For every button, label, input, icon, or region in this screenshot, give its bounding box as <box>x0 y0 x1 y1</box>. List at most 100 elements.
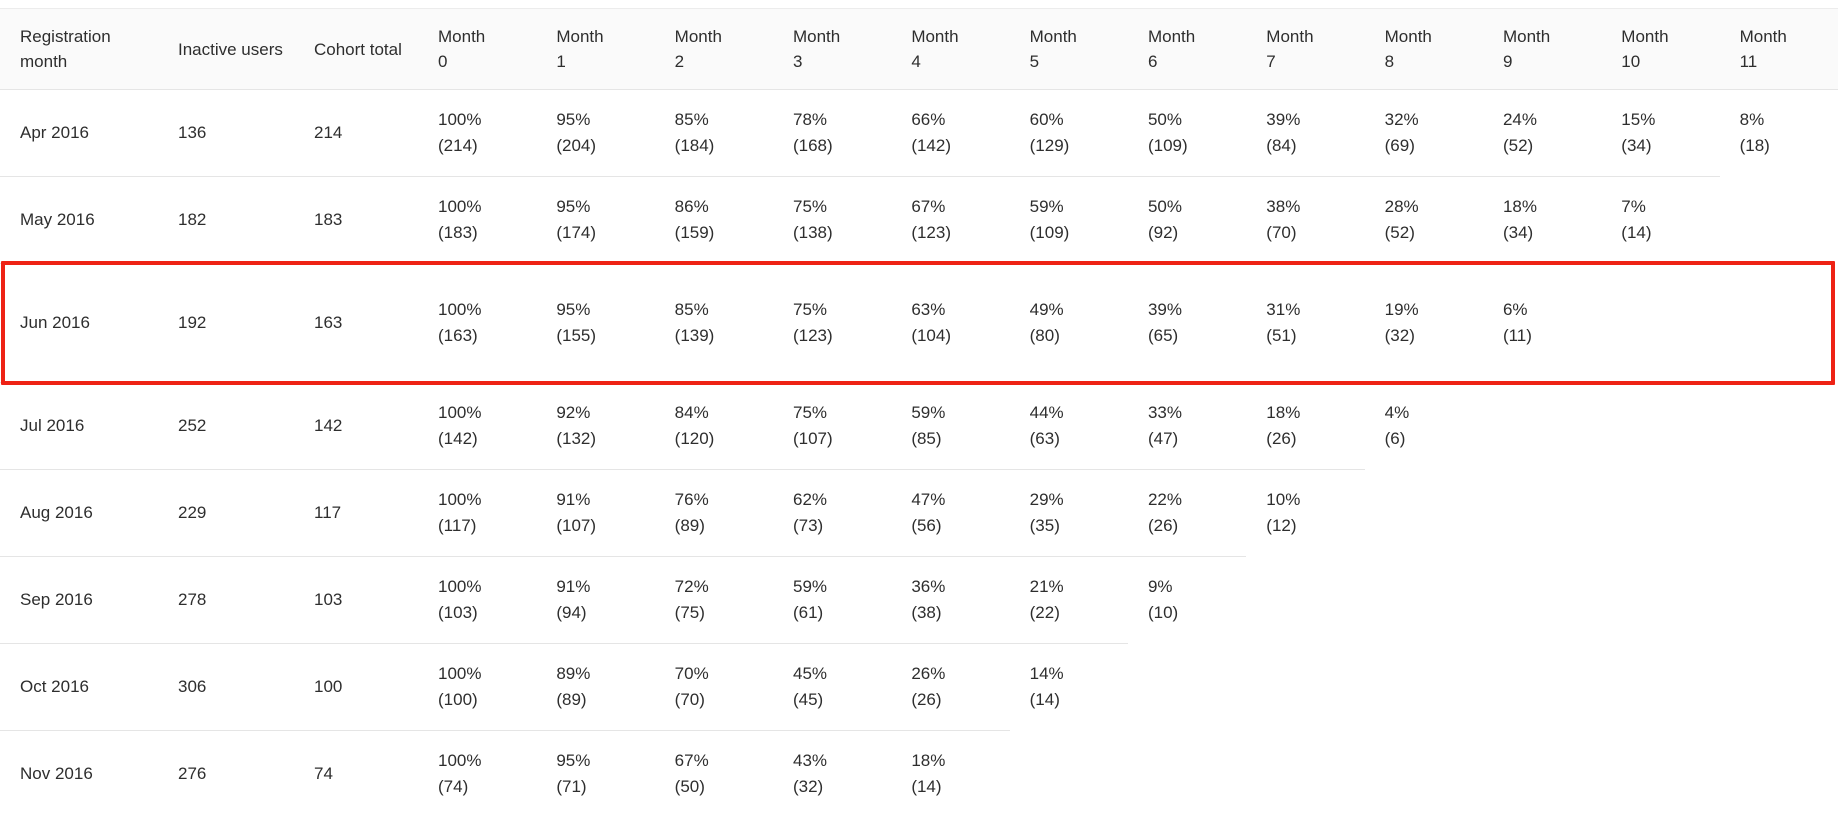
retention-cell: 100%(100) <box>418 644 536 731</box>
retention-count: (129) <box>1030 133 1122 159</box>
retention-percentage: 15% <box>1621 107 1713 133</box>
column-header: Month 8 <box>1365 9 1483 90</box>
retention-cell: 31%(51) <box>1246 264 1364 383</box>
retention-percentage: 60% <box>1030 107 1122 133</box>
retention-cell: 92%(132) <box>536 383 654 470</box>
retention-percentage: 59% <box>911 400 1003 426</box>
retention-cell: 100%(117) <box>418 470 536 557</box>
retention-percentage: 91% <box>556 487 648 513</box>
retention-count: (183) <box>438 220 530 246</box>
column-header-label: Month 4 <box>911 24 967 74</box>
retention-percentage: 8% <box>1740 107 1832 133</box>
retention-percentage: 100% <box>438 661 530 687</box>
registration-month-cell-text: Oct 2016 <box>20 677 89 696</box>
empty-cell <box>1246 731 1364 817</box>
retention-count: (32) <box>1385 323 1477 349</box>
retention-cell: 100%(163) <box>418 264 536 383</box>
retention-count: (80) <box>1030 323 1122 349</box>
retention-percentage: 44% <box>1030 400 1122 426</box>
retention-count: (52) <box>1503 133 1595 159</box>
column-header: Month 3 <box>773 9 891 90</box>
retention-percentage: 45% <box>793 661 885 687</box>
retention-cell: 18%(14) <box>891 731 1009 817</box>
retention-cell: 39%(84) <box>1246 90 1364 177</box>
registration-month-cell: Sep 2016 <box>0 557 160 644</box>
retention-percentage: 24% <box>1503 107 1595 133</box>
empty-cell <box>1365 731 1483 817</box>
retention-count: (10) <box>1148 600 1240 626</box>
retention-cell: 50%(92) <box>1128 177 1246 264</box>
registration-month-cell: Apr 2016 <box>0 90 160 177</box>
column-header: Cohort total <box>296 9 418 90</box>
retention-cell: 9%(10) <box>1128 557 1246 644</box>
retention-count: (71) <box>556 774 648 800</box>
empty-cell <box>1128 731 1246 817</box>
retention-cell: 10%(12) <box>1246 470 1364 557</box>
retention-cell: 6%(11) <box>1483 264 1601 383</box>
empty-cell <box>1010 731 1128 817</box>
inactive-users-cell: 306 <box>160 644 296 731</box>
retention-cell: 84%(120) <box>655 383 773 470</box>
retention-percentage: 43% <box>793 748 885 774</box>
retention-percentage: 85% <box>675 107 767 133</box>
retention-count: (168) <box>793 133 885 159</box>
retention-cell: 76%(89) <box>655 470 773 557</box>
retention-percentage: 18% <box>1503 194 1595 220</box>
column-header-label: Month 9 <box>1503 24 1559 74</box>
retention-percentage: 29% <box>1030 487 1122 513</box>
retention-count: (109) <box>1030 220 1122 246</box>
retention-count: (123) <box>793 323 885 349</box>
retention-cell: 85%(139) <box>655 264 773 383</box>
retention-count: (109) <box>1148 133 1240 159</box>
registration-month-cell: Nov 2016 <box>0 731 160 817</box>
registration-month-cell: Jun 2016 <box>0 264 160 383</box>
registration-month-cell: Aug 2016 <box>0 470 160 557</box>
retention-count: (26) <box>1148 513 1240 539</box>
retention-percentage: 18% <box>1266 400 1358 426</box>
cohort-total-cell: 103 <box>296 557 418 644</box>
registration-month-cell-text: May 2016 <box>20 210 95 229</box>
column-header-label: Month 5 <box>1030 24 1086 74</box>
retention-percentage: 89% <box>556 661 648 687</box>
retention-count: (117) <box>438 513 530 539</box>
column-header: Month 4 <box>891 9 1009 90</box>
inactive-users-cell: 192 <box>160 264 296 383</box>
retention-percentage: 75% <box>793 194 885 220</box>
retention-count: (75) <box>675 600 767 626</box>
retention-count: (34) <box>1503 220 1595 246</box>
cohort-total-cell: 74 <box>296 731 418 817</box>
retention-cell: 100%(103) <box>418 557 536 644</box>
retention-cell: 59%(61) <box>773 557 891 644</box>
retention-count: (14) <box>911 774 1003 800</box>
empty-cell <box>1483 731 1601 817</box>
retention-count: (107) <box>793 426 885 452</box>
column-header-label: Registration month <box>20 24 132 74</box>
retention-percentage: 31% <box>1266 297 1358 323</box>
retention-cell: 8%(18) <box>1720 90 1838 177</box>
retention-percentage: 95% <box>556 748 648 774</box>
retention-count: (85) <box>911 426 1003 452</box>
retention-percentage: 62% <box>793 487 885 513</box>
retention-percentage: 76% <box>675 487 767 513</box>
retention-count: (123) <box>911 220 1003 246</box>
column-header: Month 11 <box>1720 9 1838 90</box>
registration-month-cell-text: Nov 2016 <box>20 764 93 783</box>
retention-percentage: 72% <box>675 574 767 600</box>
retention-percentage: 19% <box>1385 297 1477 323</box>
retention-cell: 14%(14) <box>1010 644 1128 731</box>
retention-cell: 44%(63) <box>1010 383 1128 470</box>
retention-cell: 95%(204) <box>536 90 654 177</box>
retention-count: (204) <box>556 133 648 159</box>
cohort-total-cell: 117 <box>296 470 418 557</box>
empty-cell <box>1246 644 1364 731</box>
retention-percentage: 100% <box>438 297 530 323</box>
column-header: Inactive users <box>160 9 296 90</box>
retention-cell: 78%(168) <box>773 90 891 177</box>
retention-count: (45) <box>793 687 885 713</box>
retention-percentage: 91% <box>556 574 648 600</box>
retention-percentage: 59% <box>1030 194 1122 220</box>
